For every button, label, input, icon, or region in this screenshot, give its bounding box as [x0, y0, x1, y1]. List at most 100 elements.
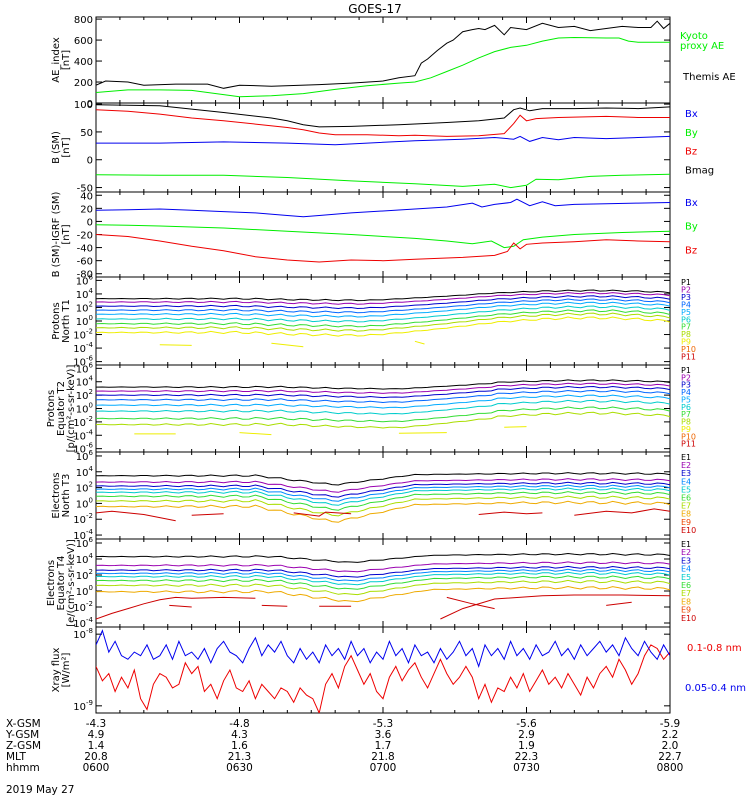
panel-plot-area	[96, 379, 670, 436]
legend-p1: P1	[681, 278, 691, 287]
legend-p10: P10	[681, 345, 696, 354]
legend-e1: E1	[681, 540, 691, 549]
legend-p7: P7	[681, 410, 691, 419]
y-tick-label: 0	[87, 217, 93, 228]
footer-value: 0600	[83, 762, 110, 774]
channel-e1	[96, 472, 670, 486]
panel-plot-area	[96, 104, 670, 189]
channel-p4	[96, 298, 670, 314]
panel-plot-area	[96, 552, 670, 620]
y-axis-label: [e/(cm²-s-sr-keV)]	[66, 539, 77, 627]
y-axis-label: B (SM)-IGRF (SM)	[51, 192, 62, 278]
channel-e8	[96, 500, 670, 523]
panel-frame	[95, 538, 671, 628]
panel-b_igrf: 40 20 0 -20 -40 -60 -80 B (SM)-IGRF (SM) [nT] Bx B…	[51, 191, 698, 280]
legend-e3: E3	[681, 469, 691, 478]
footer-row-label: X-GSM	[6, 718, 41, 730]
legend-entry: 0.05-0.4 nm	[685, 683, 746, 694]
panel-plot-area	[96, 289, 670, 348]
y-tick-label: 106	[76, 536, 94, 550]
channel-p2	[96, 292, 670, 305]
legend-p10: P10	[681, 432, 696, 441]
channel-e6	[96, 491, 670, 511]
panel-frame	[95, 451, 671, 540]
channel-p8	[96, 312, 670, 332]
panel-frame	[95, 626, 671, 714]
legend-e5: E5	[681, 573, 691, 582]
y-tick-label: 10-6	[73, 442, 93, 456]
channel-fragment	[414, 340, 425, 345]
series-bmag	[96, 104, 670, 128]
channel-fragment	[606, 601, 632, 606]
legend-entry: Bx	[685, 109, 698, 120]
channel-p1	[96, 289, 670, 302]
y-tick-label: 10-4	[73, 616, 93, 630]
channel-fragment	[478, 511, 543, 515]
footer-value: 1.9	[518, 740, 535, 752]
y-axis-label: AE_index	[51, 37, 62, 83]
legend-p6: P6	[681, 403, 691, 412]
channel-fragment	[440, 594, 670, 620]
legend-entry: Themis AE	[682, 72, 736, 83]
footer-value: 4.3	[231, 729, 248, 741]
legend-e7: E7	[681, 502, 691, 511]
y-tick-label: 104	[76, 375, 94, 389]
panel-b_sm: -50 0 50 100 B (SM) [nT] Bx By Bz Bmag	[51, 100, 714, 194]
footer-value: 0730	[513, 762, 540, 774]
legend-e9: E9	[681, 518, 691, 527]
y-axis-label: North T3	[61, 474, 72, 518]
series-bx	[96, 135, 670, 146]
legend-p11: P11	[681, 440, 696, 449]
channel-e5	[96, 571, 670, 586]
y-axis-label: Protons	[51, 302, 62, 339]
y-tick-label: 104	[76, 287, 94, 301]
y-tick-label: 10-9	[73, 699, 93, 713]
y-tick-label: 50	[80, 128, 93, 139]
channel-e4	[96, 568, 670, 582]
y-axis-label: [nT]	[61, 224, 72, 244]
footer-value: 1.4	[88, 740, 105, 752]
channel-fragment	[504, 426, 527, 428]
footer-row-label: Y-GSM	[5, 729, 39, 741]
y-tick-label: 104	[76, 465, 94, 479]
y-tick-label: 10-6	[73, 355, 93, 369]
legend-p9: P9	[681, 338, 691, 347]
legend-e8: E8	[681, 597, 691, 606]
footer-value: 20.8	[84, 751, 107, 763]
footer-value: 4.9	[88, 729, 105, 741]
legend-p4: P4	[681, 300, 691, 309]
legend-e10: E10	[681, 526, 696, 535]
y-tick-label: 106	[76, 449, 94, 463]
footer-value: -5.3	[373, 718, 394, 730]
y-axis-label: North T1	[61, 299, 72, 343]
panel-plot-area	[96, 198, 670, 263]
series-bz	[96, 109, 670, 137]
channel-p1	[96, 379, 670, 390]
channel-e8	[96, 585, 670, 603]
channel-fragment	[398, 432, 447, 434]
y-axis-label: [W/m²]	[61, 652, 72, 687]
footer-value: 0800	[657, 762, 684, 774]
channel-p6	[96, 399, 670, 415]
footer-value: -4.3	[86, 718, 107, 730]
channel-fragment	[169, 604, 192, 608]
panel-plot-area	[96, 472, 670, 523]
y-tick-label: 20	[80, 204, 93, 215]
footer-value: 2.0	[662, 740, 679, 752]
legend-p8: P8	[681, 330, 691, 339]
legend-p7: P7	[681, 323, 691, 332]
legend-p4: P4	[681, 388, 691, 397]
legend-entry: Bz	[685, 147, 697, 158]
y-tick-label: 0	[87, 156, 93, 167]
footer-row-label: MLT	[6, 751, 26, 763]
legend-e4: E4	[681, 477, 691, 486]
channel-fragment	[239, 432, 272, 436]
channel-p2	[96, 382, 670, 394]
legend-entry: By	[685, 128, 698, 139]
channel-p9	[96, 316, 670, 337]
footer-value: 0700	[370, 762, 397, 774]
panel-plot-area	[96, 629, 670, 713]
footer-value: 21.3	[228, 751, 251, 763]
